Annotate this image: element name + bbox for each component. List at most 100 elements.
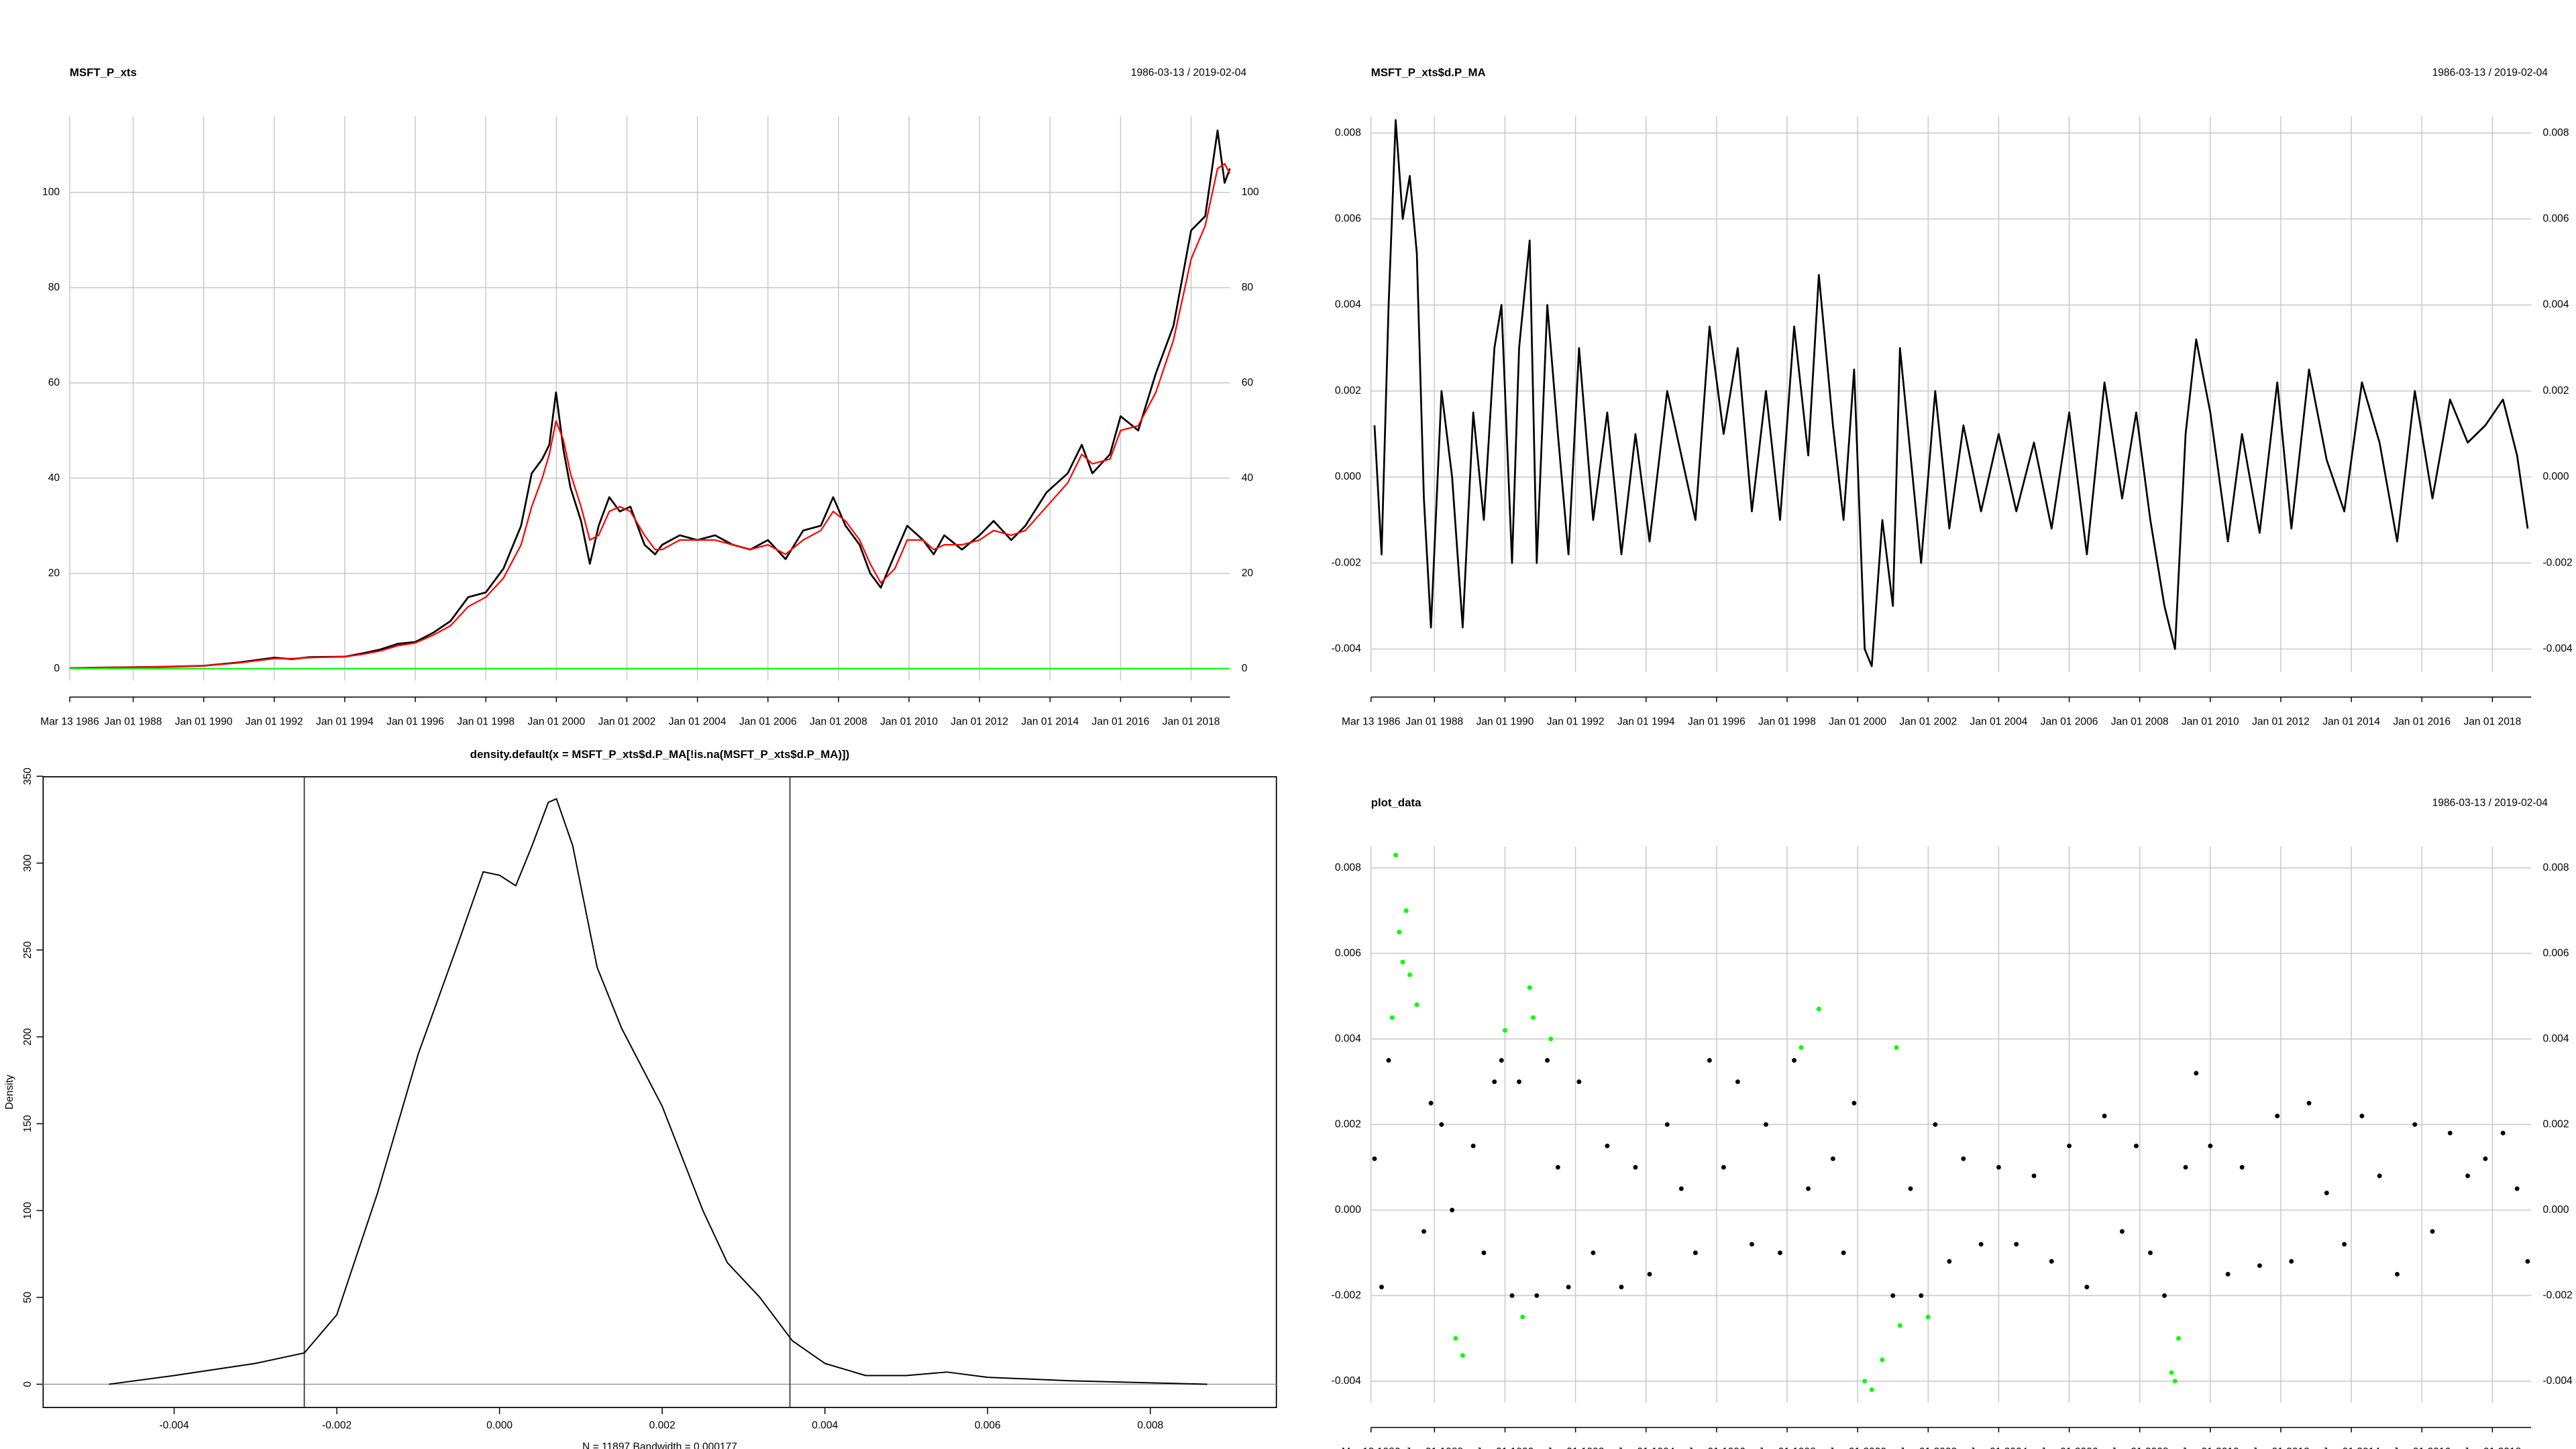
- y-tick-label: 0.002: [1335, 1118, 1361, 1130]
- x-tick-label: 0.008: [1137, 1419, 1163, 1431]
- y-tick-label-right: -0.004: [2543, 643, 2573, 655]
- y-tick-label-right: 0.006: [2543, 947, 2569, 959]
- x-tick-label: Jan 01 1992: [1547, 1446, 1605, 1449]
- y-tick-label-right: 0.008: [2543, 862, 2569, 873]
- data-point: [2183, 1165, 2188, 1170]
- y-tick-label: 60: [48, 377, 60, 388]
- data-point: [2430, 1229, 2435, 1234]
- y-tick-label-right: -0.002: [2543, 557, 2573, 568]
- data-point: [1397, 929, 1402, 934]
- y-tick-label: 0.000: [1335, 1204, 1361, 1216]
- x-tick-label: Jan 01 2004: [669, 716, 727, 727]
- y-tick-label: 150: [22, 1115, 34, 1132]
- data-point: [1492, 1079, 1497, 1084]
- data-point: [1816, 1006, 1821, 1012]
- chart-title: MSFT_P_xts$d.P_MA: [1371, 66, 1486, 78]
- data-point: [2119, 1229, 2125, 1234]
- x-tick-label: Jan 01 1996: [1688, 1446, 1746, 1449]
- data-point: [1664, 1122, 1670, 1127]
- data-point: [2147, 1250, 2153, 1256]
- y-tick-label-right: 0.004: [2543, 1033, 2569, 1044]
- data-point: [2133, 1143, 2139, 1148]
- data-point: [2102, 1114, 2107, 1119]
- data-point: [1841, 1250, 1846, 1256]
- data-point: [2275, 1114, 2280, 1119]
- y-tick-label: 0.004: [1335, 299, 1361, 311]
- data-point: [1566, 1285, 1571, 1290]
- x-tick-label: Jan 01 2016: [2393, 716, 2451, 727]
- x-tick-label: Jan 01 2006: [2041, 716, 2098, 727]
- y-tick-label: -0.004: [1332, 643, 1362, 655]
- data-point: [2465, 1173, 2471, 1179]
- y-tick-label: 0.004: [1335, 1033, 1361, 1044]
- data-point: [1379, 1285, 1384, 1290]
- data-point: [1851, 1100, 1857, 1106]
- data-point: [1619, 1285, 1624, 1290]
- data-point: [1393, 853, 1398, 858]
- data-point: [1678, 1186, 1684, 1191]
- data-point: [1707, 1058, 1712, 1063]
- y-tick-label: 300: [22, 854, 34, 871]
- data-point: [1605, 1143, 1610, 1148]
- plot-frame: [42, 776, 1277, 1409]
- data-point: [2239, 1165, 2245, 1170]
- x-tick-label: Jan 01 1994: [1617, 1446, 1675, 1449]
- y-tick-label: 0.002: [1335, 385, 1361, 396]
- x-tick-label: Jan 01 2012: [2252, 1446, 2310, 1449]
- data-point: [2162, 1293, 2167, 1298]
- data-point: [1591, 1250, 1596, 1256]
- data-point: [2194, 1071, 2199, 1076]
- y-tick-label: 80: [48, 282, 60, 293]
- series-line: [109, 798, 1208, 1385]
- data-point: [1933, 1122, 1938, 1127]
- x-tick-label: Jan 01 2002: [598, 716, 656, 727]
- data-point: [1400, 959, 1405, 965]
- x-tick-label: Jan 01 2014: [1021, 716, 1079, 727]
- x-tick-label: Jan 01 1994: [1617, 716, 1675, 727]
- data-point: [1414, 1002, 1419, 1008]
- y-tick-label: 0.008: [1335, 127, 1361, 138]
- y-tick-label: 40: [48, 472, 60, 484]
- data-point: [1428, 1100, 1434, 1106]
- data-point: [1534, 1293, 1540, 1298]
- x-tick-label: Jan 01 1996: [1688, 716, 1746, 727]
- data-point: [1633, 1165, 1638, 1170]
- x-tick-label: Jan 01 2016: [1092, 716, 1150, 727]
- x-tick-label: 0.002: [649, 1419, 676, 1431]
- y-tick-label-right: -0.002: [2543, 1289, 2573, 1301]
- y-tick-label-right: 60: [1242, 377, 1254, 388]
- x-tick-label: Jan 01 2018: [2463, 1446, 2521, 1449]
- data-point: [2172, 1379, 2178, 1384]
- x-tick-label: Jan 01 2002: [1899, 1446, 1957, 1449]
- x-tick-label: Jan 01 1996: [386, 716, 444, 727]
- data-point: [1470, 1143, 1476, 1148]
- data-point: [1517, 1079, 1521, 1084]
- data-point: [2257, 1263, 2262, 1269]
- data-point: [1862, 1379, 1868, 1384]
- y-tick-label: 0.008: [1335, 862, 1361, 873]
- data-point: [2342, 1242, 2347, 1247]
- data-point: [1453, 1336, 1458, 1341]
- y-tick-label: 350: [22, 767, 34, 785]
- y-tick-label-right: 0.006: [2543, 213, 2569, 225]
- data-point: [2514, 1186, 2520, 1191]
- data-point: [1721, 1165, 1726, 1170]
- data-point: [1481, 1250, 1487, 1256]
- x-tick-label: Jan 01 2004: [1970, 1446, 2028, 1449]
- data-point: [2483, 1156, 2488, 1161]
- x-tick-label: Jan 01 2014: [2322, 1446, 2380, 1449]
- y-tick-label-right: 80: [1242, 282, 1254, 293]
- data-point: [1919, 1293, 1924, 1298]
- data-point: [2067, 1143, 2072, 1148]
- data-point: [2500, 1130, 2506, 1136]
- y-tick-label: 0.006: [1335, 213, 1361, 225]
- data-point: [1503, 1028, 1507, 1033]
- data-point: [1996, 1165, 2001, 1170]
- data-point: [2084, 1285, 2090, 1290]
- y-axis-label: Density: [4, 1075, 15, 1110]
- series-line: [1373, 119, 2529, 667]
- x-tick-label: Jan 01 1992: [1547, 716, 1605, 727]
- data-point: [1908, 1186, 1913, 1191]
